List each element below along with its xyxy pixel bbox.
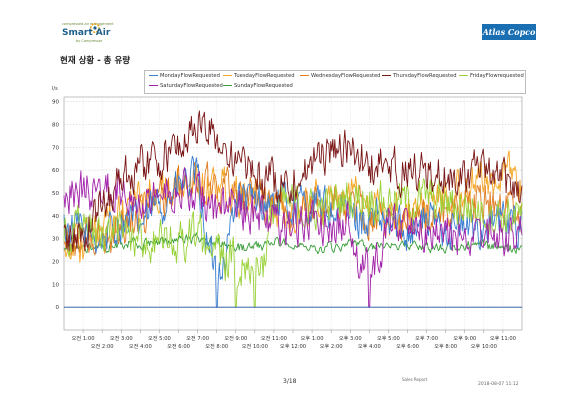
logo-name: Smart Air [62,28,111,38]
y-tick-label: 30 [52,237,59,243]
x-tick-label: 오후 7:00 [415,335,438,342]
logo-sub: by Compressor [76,39,103,43]
series-line-monday [63,155,523,308]
x-tick-label: 오후 3:00 [339,335,362,342]
legend-saturday: SaturdayFlowRequested [149,83,223,89]
page-title: 현재 상황 - 총 유량 [60,56,131,66]
series-line-saturday [63,167,523,308]
x-tick-label: 오후 6:00 [396,343,419,350]
report-date: 2018-08-07 11:12 [478,382,519,387]
legend-label: SaturdayFlowRequested [160,83,223,89]
x-tick-label: 오후 5:00 [377,335,400,342]
x-tick-label: 오전 11:00 [261,335,287,342]
x-tick-label: 오전 9:00 [224,335,247,342]
y-tick-label: 20 [52,259,59,265]
x-tick-label: 오전 7:00 [186,335,209,342]
x-tick-label: 오전 1:00 [72,335,95,342]
y-tick-label: 60 [52,168,59,174]
y-tick-label: 90 [52,100,59,106]
series-line-thursday [63,110,523,252]
legend-label: WednesdayFlowRequested [311,73,381,79]
y-tick-label: 0 [56,305,60,311]
legend-tuesday: TuesdayFlowRequested [223,73,295,79]
legend-label: FridayFlowrequested [470,73,524,79]
legend-swatch [149,75,158,76]
gear-icon [90,23,100,33]
legend-thursday: ThursdayFlowRequested [382,73,457,79]
x-tick-label: 오후 2:00 [320,343,343,350]
report-name: Sales Report [402,377,428,382]
x-tick-label: 오전 3:00 [110,335,133,342]
legend-label: ThursdayFlowRequested [393,73,457,79]
x-tick-label: 오후 9:00 [453,335,476,342]
legend-sunday: SundayFlowRequested [223,83,293,89]
x-tick-label: 오후 10:00 [471,343,497,350]
legend-label: SundayFlowRequested [234,83,293,89]
y-tick-label: 50 [52,191,59,197]
x-tick-label: 오전 5:00 [148,335,171,342]
legend-swatch [300,75,309,76]
legend-friday: FridayFlowrequested [459,73,524,79]
x-tick-label: 오후 8:00 [434,343,457,350]
legend-swatch [223,75,232,76]
legend-label: MondayFlowRequested [160,73,220,79]
atlas-copco-logo: Atlas Copco [482,24,536,40]
y-tick-label: 70 [52,145,59,151]
legend-label: TuesdayFlowRequested [234,73,295,79]
legend-wednesday: WednesdayFlowRequested [300,73,380,79]
smart-air-logo: compressed-air management Smart Air by C… [62,22,122,48]
y-tick-label: 40 [52,214,59,220]
x-tick-label: 오후 12:00 [280,343,306,350]
legend-swatch [223,85,232,86]
x-tick-label: 오후 1:00 [301,335,324,342]
y-tick-label: 80 [52,122,59,128]
x-tick-label: 오전 2:00 [91,343,114,350]
x-tick-label: 오전 4:00 [129,343,152,350]
x-tick-label: 오전 8:00 [205,343,228,350]
y-axis-unit: l/s [52,86,58,92]
legend-swatch [382,75,391,76]
legend-swatch [149,85,158,86]
x-tick-label: 오후 11:00 [490,335,516,342]
legend-swatch [459,75,468,76]
chart-legend: MondayFlowRequested TuesdayFlowRequested… [144,70,526,94]
legend-monday: MondayFlowRequested [149,73,220,79]
x-tick-label: 오전 10:00 [242,343,268,350]
page-number: 3/18 [283,378,297,385]
y-tick-label: 10 [52,282,59,288]
x-tick-label: 오후 4:00 [358,343,381,350]
series-line-sunday [63,232,523,255]
logo-tagline: compressed-air management [62,22,114,26]
x-tick-label: 오전 6:00 [167,343,190,350]
